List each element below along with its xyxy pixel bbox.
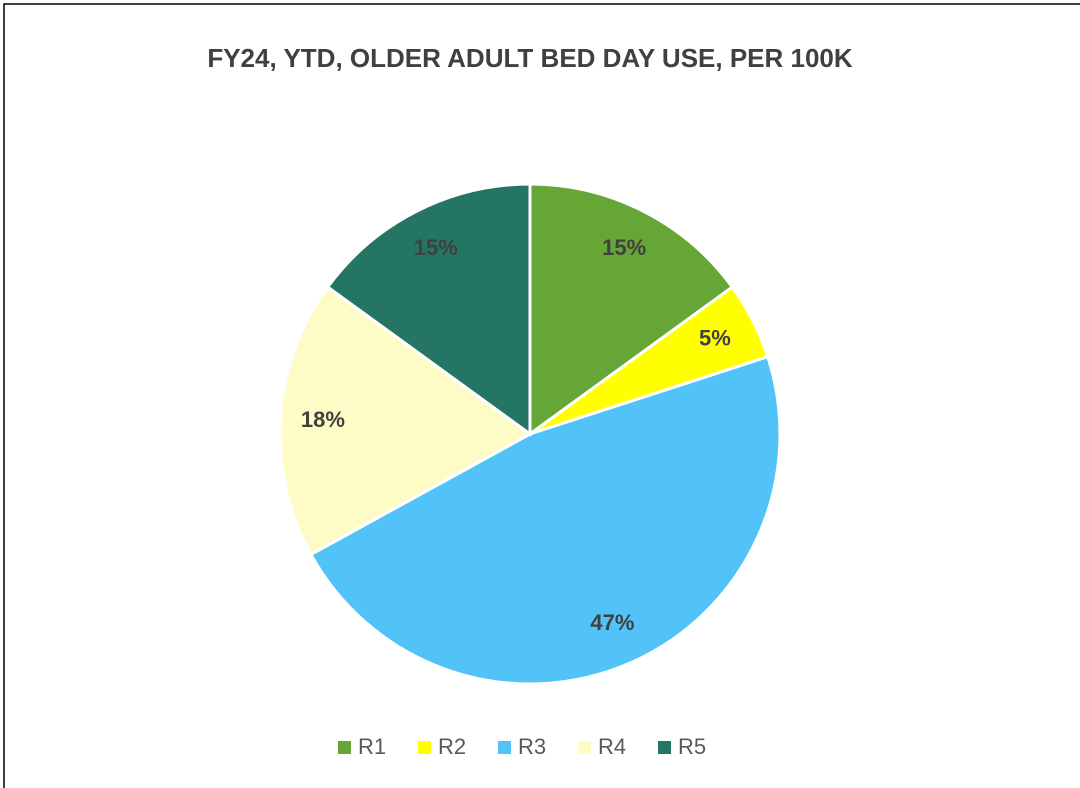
data-label: 15%: [414, 235, 458, 260]
legend-label: R2: [438, 734, 466, 759]
data-label: 15%: [602, 235, 646, 260]
pie-slice: [325, 182, 532, 437]
legend-label: R3: [518, 734, 546, 759]
legend-label: R1: [358, 734, 386, 759]
legend-swatch: [658, 741, 671, 754]
pie-slice: [308, 354, 782, 686]
legend-swatch: [418, 741, 431, 754]
data-label: 5%: [699, 326, 731, 351]
legend-swatch: [338, 741, 351, 754]
data-label: 18%: [301, 407, 345, 432]
pie-slice: [278, 284, 533, 557]
legend-swatch: [498, 741, 511, 754]
data-label: 47%: [590, 610, 634, 635]
legend-label: R5: [678, 734, 706, 759]
legend-label: R4: [598, 734, 626, 759]
legend-swatch: [578, 741, 591, 754]
chart-title: FY24, YTD, OLDER ADULT BED DAY USE, PER …: [207, 43, 853, 73]
pie-slice: [528, 182, 735, 437]
